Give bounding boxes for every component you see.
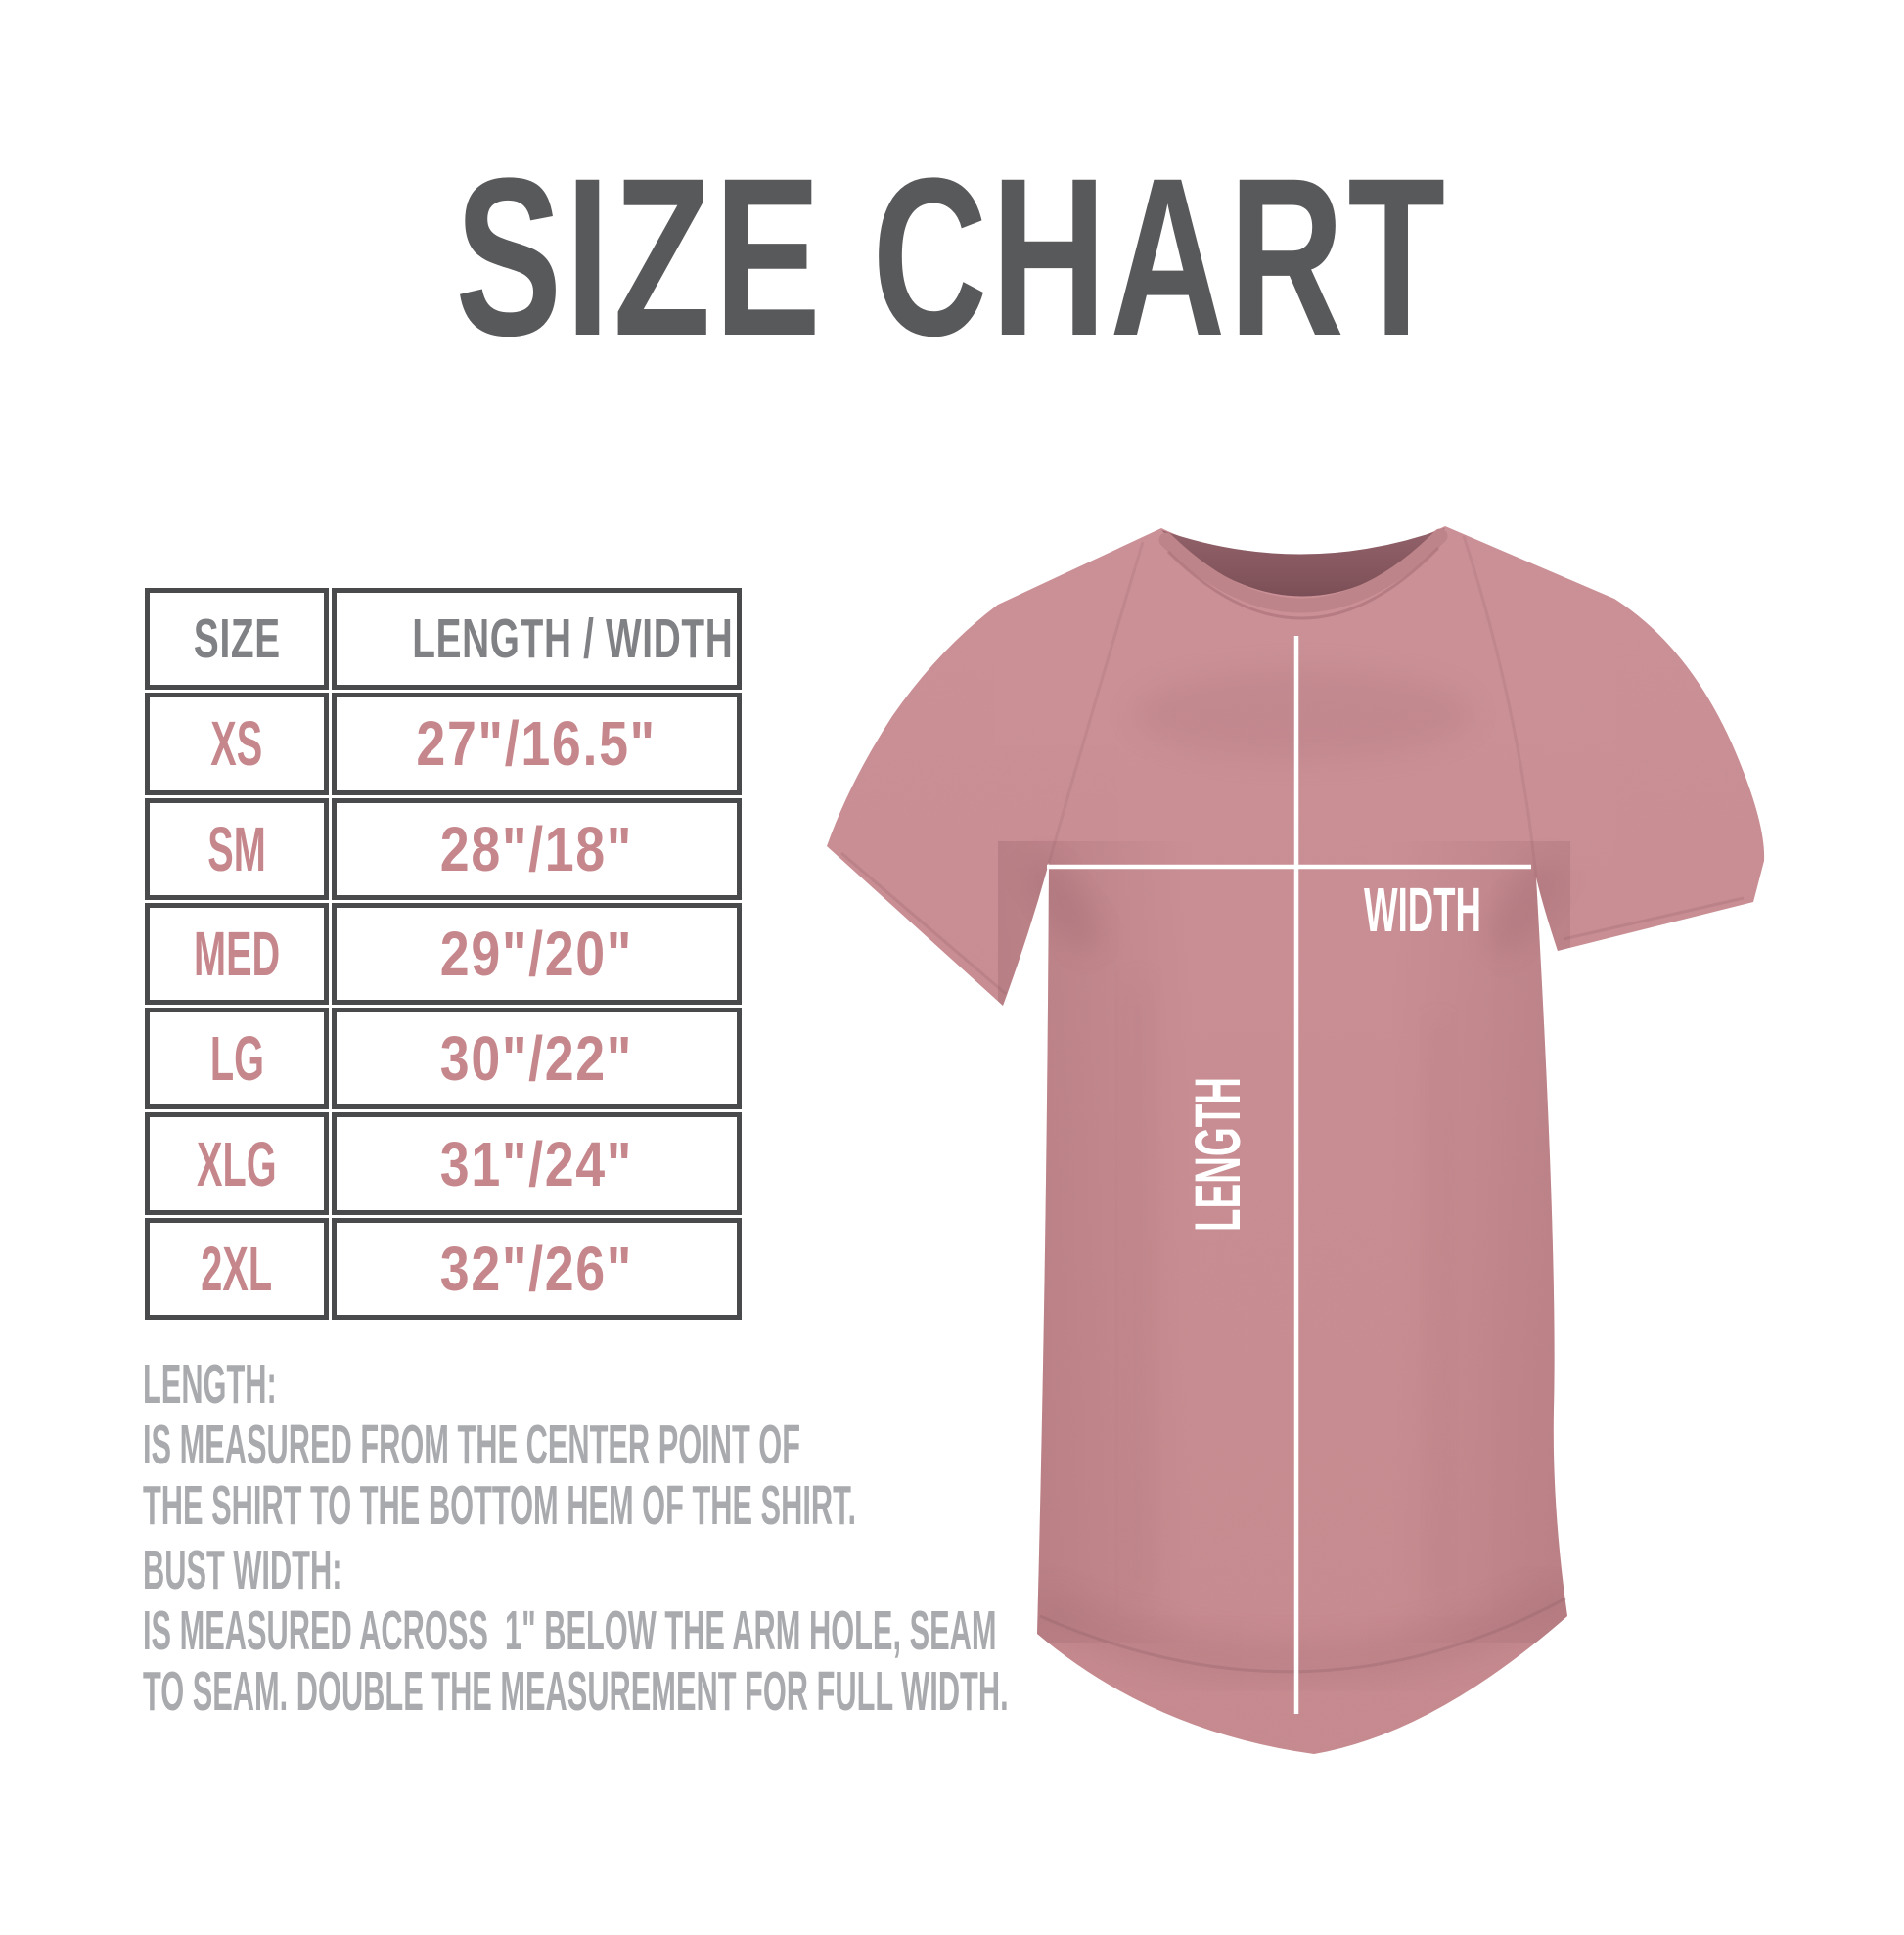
width-label: WIDTH [1364,875,1481,945]
table-row: XLG 31"/24" [145,1112,742,1215]
measurement-value: 29"/20" [439,918,634,989]
tshirt-illustration: WIDTH LENGTH [827,526,1765,1754]
header-cell-length-width: LENGTH / WIDTH [332,588,742,691]
size-cell: LG [145,1008,330,1110]
measurement-cell: 31"/24" [332,1112,742,1215]
bust-note-line2: TO SEAM. DOUBLE THE MEASUREMENT FOR FULL… [143,1660,1009,1723]
length-label: LENGTH [1181,1077,1253,1232]
size-label: LG [209,1023,264,1095]
size-label: MED [193,918,281,989]
length-note-line2: THE SHIRT TO THE BOTTOM HEM OF THE SHIRT… [143,1474,857,1537]
measurement-value: 31"/24" [439,1128,634,1199]
table-row: XS 27"/16.5" [145,693,742,795]
measurement-value: 32"/26" [439,1233,634,1304]
table-row: 2XL 32"/26" [145,1217,742,1320]
measurement-cell: 32"/26" [332,1217,742,1320]
measurement-cell: 30"/22" [332,1008,742,1110]
table-header-row: SIZE LENGTH / WIDTH [145,588,742,691]
collar-band-stitch [1166,546,1440,620]
fabric-texture [827,526,1765,1754]
header-length-width-label: LENGTH / WIDTH [412,608,734,671]
measurement-cell: 28"/18" [332,797,742,900]
header-size-label: SIZE [193,608,281,671]
bust-note-heading: BUST WIDTH: [143,1539,342,1601]
table-row: LG 30"/22" [145,1008,742,1110]
size-label: SM [207,813,266,884]
page-title: SIZE CHART [0,131,1904,382]
measurement-value: 30"/22" [439,1023,634,1095]
size-label: 2XL [201,1233,273,1304]
measurement-cell: 27"/16.5" [332,693,742,795]
length-note-line1: IS MEASURED FROM THE CENTER POINT OF [143,1414,801,1476]
table-row: MED 29"/20" [145,902,742,1006]
header-cell-size: SIZE [145,588,330,691]
length-note-heading: LENGTH: [143,1353,277,1416]
bust-note-line1: IS MEASURED ACROSS 1" BELOW THE ARM HOLE… [143,1599,997,1662]
collar-opening [1161,528,1445,597]
page-title-text: SIZE CHART [455,131,1449,382]
measurement-value: 28"/18" [439,813,634,884]
size-cell: 2XL [145,1217,330,1320]
size-cell: XS [145,693,330,795]
size-cell: SM [145,797,330,900]
size-table: SIZE LENGTH / WIDTH XS 27"/16.5" SM 28"/… [142,585,745,1323]
measurement-value: 27"/16.5" [416,708,657,780]
size-label: XS [210,708,263,780]
table-row: SM 28"/18" [145,797,742,900]
size-label: XLG [197,1128,277,1199]
size-cell: MED [145,902,330,1006]
measurement-cell: 29"/20" [332,902,742,1006]
seam-lines [840,535,1745,1674]
collar-band [1158,528,1448,613]
size-cell: XLG [145,1112,330,1215]
